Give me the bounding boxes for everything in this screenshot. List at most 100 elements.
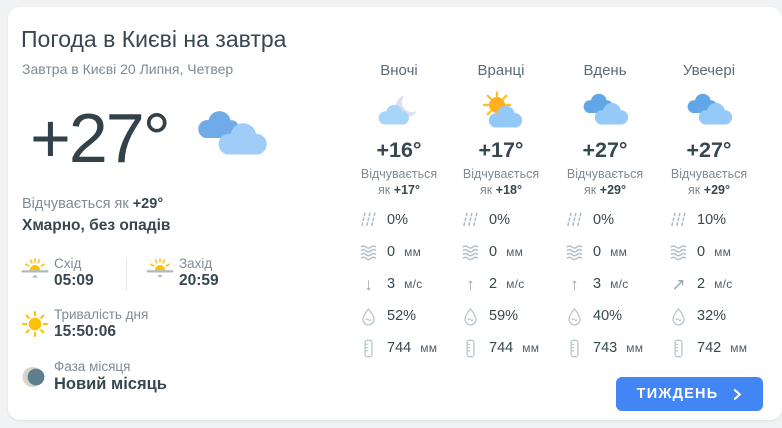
wind-speed-unit: м/с xyxy=(610,277,629,291)
column-feels-like: Відчувається як +29° xyxy=(659,166,759,198)
feels-value: +17° xyxy=(393,183,420,197)
precip-amount-row: 0 мм xyxy=(669,241,759,263)
column-feels-like: Відчувається як +29° xyxy=(555,166,655,198)
column-label: Вночі xyxy=(380,62,418,79)
precip-chance-row: 10% xyxy=(669,209,759,231)
wind-speed-value: 2 xyxy=(489,276,498,292)
precip-waves-icon xyxy=(461,243,480,262)
column-temperature: +27° xyxy=(686,138,732,162)
feels-like-value: +29° xyxy=(132,196,164,212)
feels-prefix: як xyxy=(378,183,391,197)
precip-waves-icon xyxy=(565,243,584,262)
pressure-unit: мм xyxy=(522,341,540,355)
column-temperature: +16° xyxy=(376,138,422,162)
humidity-value: 52% xyxy=(387,308,417,324)
moon-phase-value: Новий місяць xyxy=(54,375,167,393)
feels-value: +18° xyxy=(495,183,522,197)
precip-chance-value: 0% xyxy=(387,212,408,228)
column-stats: 0% 0 мм ↑ 3 м/с 40% 743 мм xyxy=(565,209,655,359)
pressure-unit: мм xyxy=(626,341,644,355)
wind-direction-icon: ↓ xyxy=(364,274,373,294)
humidity-drop-icon xyxy=(461,307,480,326)
feels-prefix: як xyxy=(688,183,701,197)
date-subtitle: Завтра в Києві 20 Липня, Четвер xyxy=(22,61,234,77)
humidity-row: 32% xyxy=(669,305,759,327)
precip-amount-value: 0 xyxy=(697,244,706,260)
current-temperature: +27° xyxy=(30,99,171,177)
pressure-value: 743 xyxy=(593,340,618,356)
daylight-duration: 15:50:06 xyxy=(54,323,117,340)
column-stats: 0% 0 мм ↓ 3 м/с 52% 744 мм xyxy=(359,209,449,359)
precip-amount-value: 0 xyxy=(489,244,498,260)
precip-chance-row: 0% xyxy=(565,209,655,231)
precip-chance-value: 0% xyxy=(593,212,614,228)
sun-cloud-icon xyxy=(475,91,527,133)
barometer-icon xyxy=(461,339,480,358)
feels-prefix: як xyxy=(480,183,493,197)
sunset-block: Захід 20:59 xyxy=(179,256,219,290)
pressure-row: 744 мм xyxy=(461,337,551,359)
wind-speed-unit: м/с xyxy=(714,277,733,291)
humidity-row: 40% xyxy=(565,305,655,327)
moon-phase-block: Фаза місяця Новий місяць xyxy=(54,359,167,393)
pressure-row: 744 мм xyxy=(359,337,449,359)
weather-widget-card: Погода в Києві на завтра Завтра в Києві … xyxy=(8,7,782,420)
clouds-icon xyxy=(194,108,272,170)
precip-chance-row: 0% xyxy=(359,209,449,231)
precip-amount-row: 0 мм xyxy=(461,241,551,263)
humidity-row: 52% xyxy=(359,305,449,327)
pressure-value: 742 xyxy=(697,340,722,356)
clouds-icon xyxy=(683,91,735,133)
column-label: Увечері xyxy=(682,62,736,79)
feels-line1: Відчувається xyxy=(566,167,644,181)
precip-chance-value: 0% xyxy=(489,212,510,228)
humidity-drop-icon xyxy=(565,307,584,326)
moon-cloud-icon xyxy=(373,91,425,133)
feels-line1: Відчувається xyxy=(462,167,540,181)
daylight-label: Тривалість дня xyxy=(54,307,149,322)
sun-icon xyxy=(21,310,49,338)
column-temperature: +27° xyxy=(582,138,628,162)
wind-speed-value: 3 xyxy=(593,276,602,292)
wind-speed-value: 2 xyxy=(697,276,706,292)
column-stats: 10% 0 мм ↗ 2 м/с 32% 742 мм xyxy=(669,209,759,359)
chevron-right-icon xyxy=(733,388,742,401)
sunrise-time: 05:09 xyxy=(54,272,94,289)
rain-chance-icon xyxy=(359,211,378,230)
barometer-icon xyxy=(565,339,584,358)
week-button[interactable]: ТИЖДЕНЬ xyxy=(616,377,763,411)
precip-amount-row: 0 мм xyxy=(359,241,449,263)
pressure-value: 744 xyxy=(387,340,412,356)
column-label: Вранці xyxy=(477,62,525,79)
precip-waves-icon xyxy=(669,243,688,262)
daylight-block: Тривалість дня 15:50:06 xyxy=(54,307,148,341)
moon-phase-label: Фаза місяця xyxy=(54,359,131,374)
column-temperature: +17° xyxy=(478,138,524,162)
sunrise-label: Схід xyxy=(54,256,82,271)
humidity-value: 40% xyxy=(593,308,623,324)
condition-text: Хмарно, без опадів xyxy=(22,217,171,234)
wind-row: ↓ 3 м/с xyxy=(359,273,449,295)
pressure-unit: мм xyxy=(730,341,748,355)
feels-like: Відчувається як +29° xyxy=(22,196,163,212)
pressure-row: 742 мм xyxy=(669,337,759,359)
precip-amount-value: 0 xyxy=(593,244,602,260)
barometer-icon xyxy=(359,339,378,358)
humidity-value: 59% xyxy=(489,308,519,324)
week-button-label: ТИЖДЕНЬ xyxy=(636,386,719,402)
wind-speed-unit: м/с xyxy=(404,277,423,291)
precip-waves-icon xyxy=(359,243,378,262)
wind-speed-value: 3 xyxy=(387,276,396,292)
feels-line1: Відчувається xyxy=(670,167,748,181)
pressure-row: 743 мм xyxy=(565,337,655,359)
rain-chance-icon xyxy=(669,211,688,230)
column-label: Вдень xyxy=(583,62,627,79)
wind-row: ↑ 3 м/с xyxy=(565,273,655,295)
precip-amount-unit: мм xyxy=(610,245,628,259)
feels-value: +29° xyxy=(703,183,730,197)
pressure-value: 744 xyxy=(489,340,514,356)
feels-like-label: Відчувається як xyxy=(22,196,129,212)
precip-chance-row: 0% xyxy=(461,209,551,231)
feels-line1: Відчувається xyxy=(360,167,438,181)
sunset-label: Захід xyxy=(179,256,213,271)
